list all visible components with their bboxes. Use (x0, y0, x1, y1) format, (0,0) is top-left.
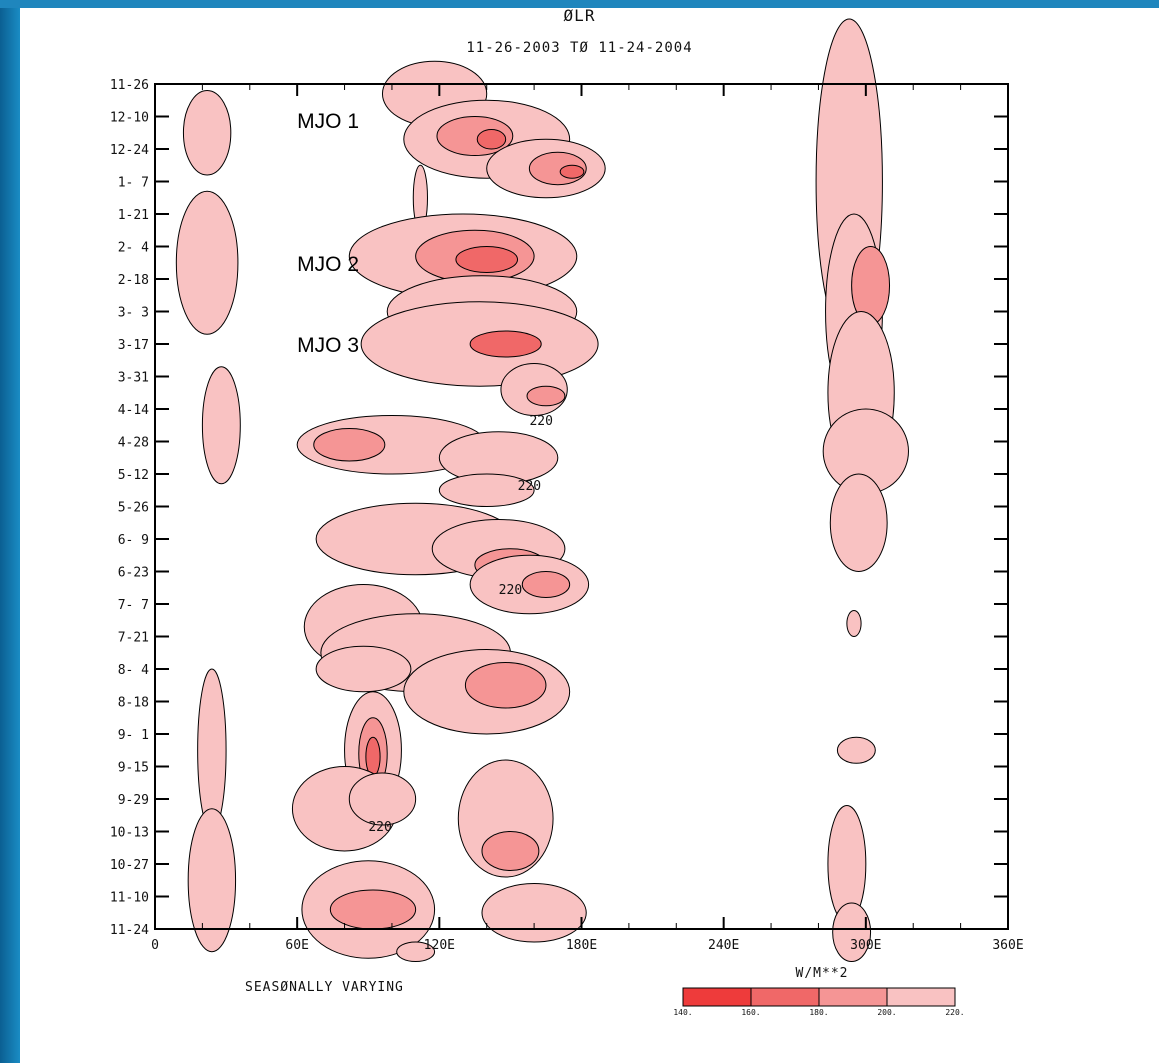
colorbar-level-label: 140. (673, 1008, 692, 1017)
y-tick-label: 2- 4 (118, 241, 149, 256)
slide-frame-left (0, 0, 20, 1063)
x-tick-label: 0 (151, 938, 159, 953)
chart-title: ØLR (563, 6, 596, 25)
y-tick-label: 3-31 (118, 371, 149, 386)
colorbar-level-label: 200. (877, 1008, 896, 1017)
olr-contour-region (396, 941, 436, 962)
olr-contour-region (832, 902, 872, 962)
colorbar-title: W/M**2 (795, 966, 849, 981)
chart-subtitle: 11-26-2003 TØ 11-24-2004 (466, 40, 693, 56)
contour-label: 220 (368, 820, 391, 835)
olr-contour-region (315, 645, 412, 693)
y-tick-label: 8-18 (118, 696, 149, 711)
footer-note: SEASØNALLY VARYING (245, 980, 404, 995)
y-tick-label: 1-21 (118, 208, 149, 223)
olr-contour-region (476, 129, 507, 150)
y-tick-label: 11-10 (110, 891, 149, 906)
colorbar-level-label: 220. (945, 1008, 964, 1017)
y-tick-label: 8- 4 (118, 663, 149, 678)
olr-contour-region (313, 428, 386, 462)
y-tick-label: 10-27 (110, 858, 149, 873)
y-tick-label: 3-17 (118, 338, 149, 353)
y-tick-label: 9- 1 (118, 728, 149, 743)
olr-anomaly-fields (175, 18, 909, 962)
y-tick-label: 9-15 (118, 761, 149, 776)
colorbar-swatch (682, 987, 752, 1007)
colorbar-level-label: 160. (741, 1008, 760, 1017)
x-tick-label: 120E (424, 938, 455, 953)
olr-contour-region (175, 190, 239, 335)
colorbar-level-label: 180. (809, 1008, 828, 1017)
y-tick-label: 5-26 (118, 501, 149, 516)
olr-contour-region (182, 90, 232, 176)
olr-contour-region (526, 385, 566, 407)
y-tick-label: 12-24 (110, 143, 149, 158)
colorbar-swatch (818, 987, 888, 1007)
olr-contour-region (846, 610, 862, 637)
olr-contour-region (464, 662, 547, 709)
olr-contour-region (829, 473, 888, 572)
x-tick-label: 300E (850, 938, 881, 953)
olr-contour-region (329, 889, 417, 930)
y-tick-label: 4-14 (118, 403, 149, 418)
x-tick-label: 360E (992, 938, 1023, 953)
mjo-annotation: MJO 3 (297, 334, 359, 357)
y-tick-label: 5-12 (118, 468, 149, 483)
colorbar-swatch (886, 987, 956, 1007)
y-axis: 11-26 12-10 12-24 1- 7 1-21 2- 4 2-18 3- 3 3-17 3… (110, 78, 1008, 938)
y-tick-label: 11-24 (110, 923, 149, 938)
y-tick-label: 2-18 (118, 273, 149, 288)
y-tick-label: 1- 7 (118, 176, 149, 191)
x-axis: 0 60E 120E 180E 240E 300E 360E (151, 84, 1024, 953)
contour-label: 220 (518, 479, 541, 494)
mjo-annotation: MJO 2 (297, 253, 359, 276)
olr-contour-region (187, 808, 237, 953)
olr-contour-region (481, 883, 587, 943)
y-tick-label: 6-23 (118, 566, 149, 581)
olr-contour-region (469, 330, 542, 358)
y-tick-label: 6- 9 (118, 533, 149, 548)
olr-contour-region (836, 736, 876, 764)
y-tick-label: 3- 3 (118, 306, 149, 321)
colorbar: 140. 160. 180. 200. 220. (673, 987, 965, 1017)
y-tick-label: 4-28 (118, 436, 149, 451)
colorbar-swatch (750, 987, 820, 1007)
olr-contour-region (481, 831, 540, 871)
olr-contour-region (197, 668, 227, 832)
contour-label: 220 (499, 583, 522, 598)
olr-contour-region (348, 772, 417, 826)
mjo-annotations: MJO 1 MJO 2 MJO 3 (297, 110, 359, 357)
contour-labels: 220 220 220 220 (368, 414, 553, 835)
y-tick-label: 10-13 (110, 826, 149, 841)
y-tick-label: 9-29 (118, 793, 149, 808)
olr-contour-region (201, 366, 241, 485)
y-tick-label: 7- 7 (118, 598, 149, 613)
olr-contour-region (559, 164, 585, 179)
slide-frame-top (0, 0, 1159, 8)
x-tick-label: 180E (566, 938, 597, 953)
olr-contour-region (438, 473, 535, 507)
y-tick-label: 12-10 (110, 111, 149, 126)
olr-contour-region (455, 246, 519, 273)
y-tick-label: 11-26 (110, 78, 149, 93)
contour-label: 220 (529, 414, 552, 429)
mjo-annotation: MJO 1 (297, 110, 359, 133)
x-tick-label: 60E (285, 938, 308, 953)
y-tick-label: 7-21 (118, 631, 149, 646)
olr-contour-region (521, 571, 571, 598)
x-tick-label: 240E (708, 938, 739, 953)
